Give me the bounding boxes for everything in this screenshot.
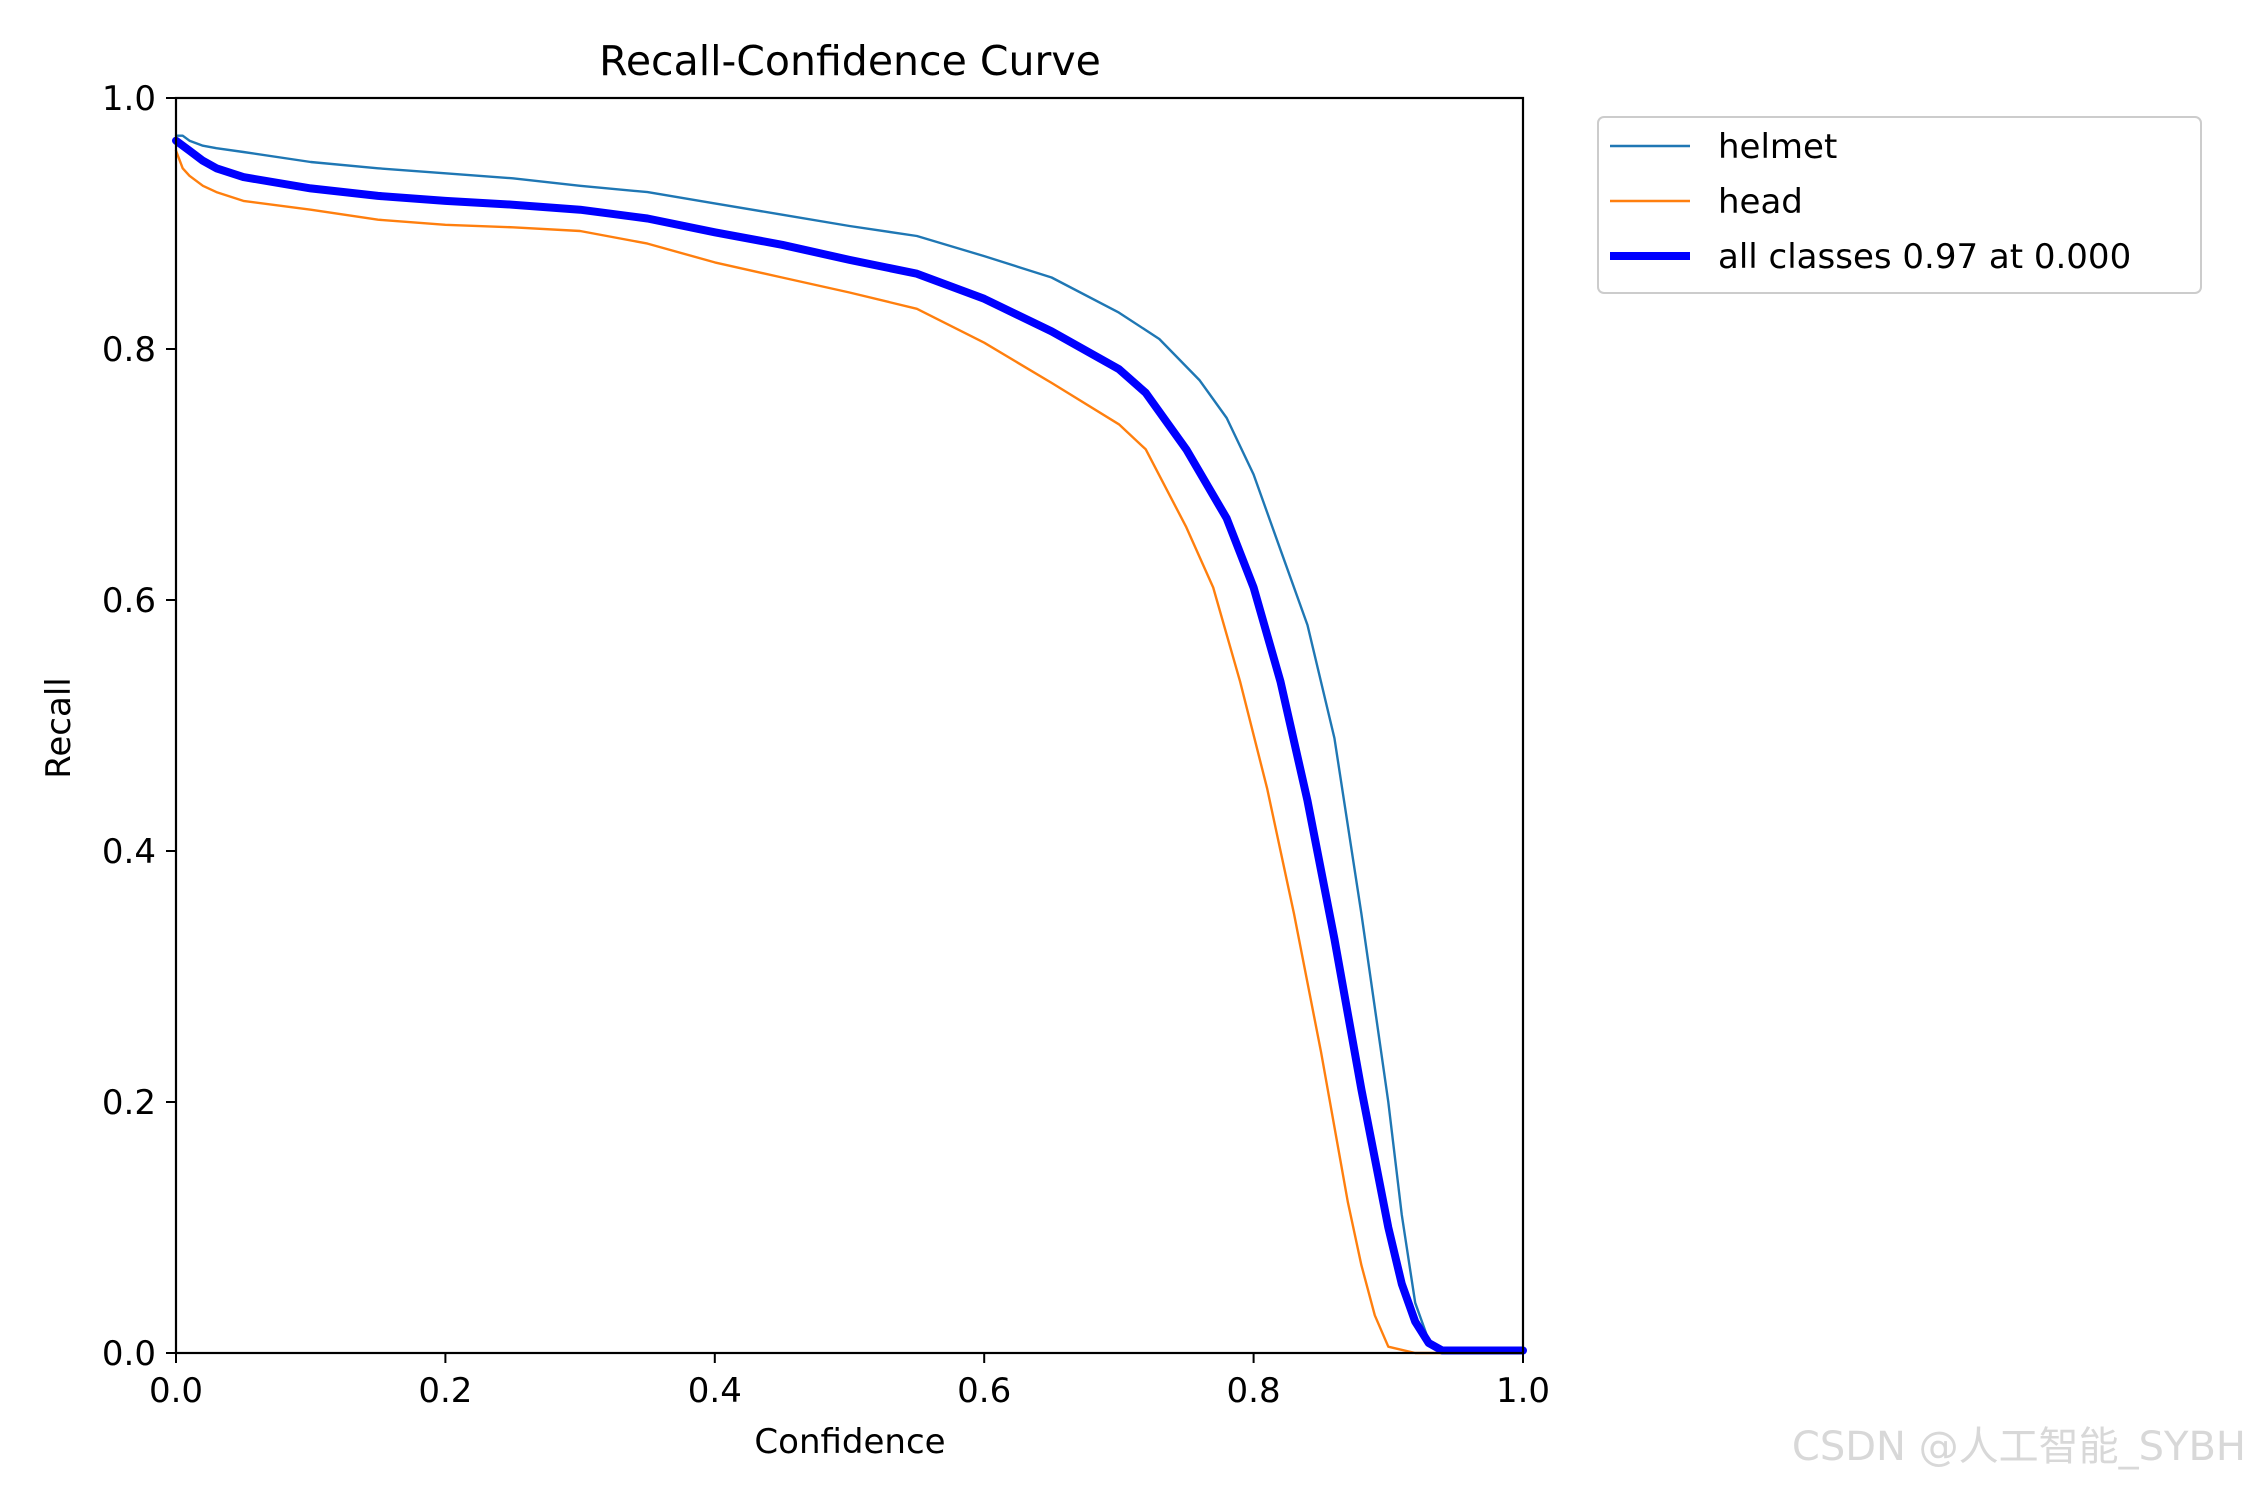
- x-axis-title: Confidence: [754, 1422, 945, 1462]
- legend-label: all classes 0.97 at 0.000: [1718, 237, 2131, 277]
- series-line-helmet: [174, 134, 1525, 1352]
- y-tick-label: 0.2: [102, 1083, 156, 1123]
- x-tick-label: 0.0: [149, 1371, 203, 1411]
- series-lines: [172, 134, 1527, 1355]
- legend-entries: helmet head all classes 0.97 at 0.000: [1610, 127, 2131, 277]
- plot-frame: [174, 96, 1525, 1355]
- chart-title: Recall-Confidence Curve: [599, 37, 1101, 85]
- x-tick-label: 0.2: [418, 1371, 472, 1411]
- x-axis-ticks: 0.0 0.2 0.4 0.6 0.8 1.0: [149, 1353, 1550, 1411]
- watermark: CSDN @人工智能_SYBH: [1791, 1424, 2246, 1470]
- x-tick-label: 0.6: [957, 1371, 1011, 1411]
- y-tick-label: 0.4: [102, 832, 156, 872]
- legend-label: helmet: [1718, 127, 1837, 167]
- x-tick-label: 1.0: [1496, 1371, 1550, 1411]
- y-axis-ticks: 0.0 0.2 0.4 0.6 0.8 1.0: [102, 79, 176, 1374]
- y-tick-label: 0.8: [102, 330, 156, 370]
- y-tick-label: 0.6: [102, 581, 156, 621]
- y-tick-label: 1.0: [102, 79, 156, 119]
- series-line-head: [174, 149, 1525, 1355]
- y-axis-title: Recall: [39, 677, 79, 778]
- y-tick-label: 0.0: [102, 1334, 156, 1374]
- series-line-all-classes: [172, 136, 1527, 1355]
- x-tick-label: 0.4: [688, 1371, 742, 1411]
- legend: helmet head all classes 0.97 at 0.000: [1597, 116, 2202, 294]
- legend-box: [1597, 116, 2202, 294]
- plot-area: [172, 96, 1527, 1355]
- x-tick-label: 0.8: [1227, 1371, 1281, 1411]
- legend-label: head: [1718, 182, 1803, 222]
